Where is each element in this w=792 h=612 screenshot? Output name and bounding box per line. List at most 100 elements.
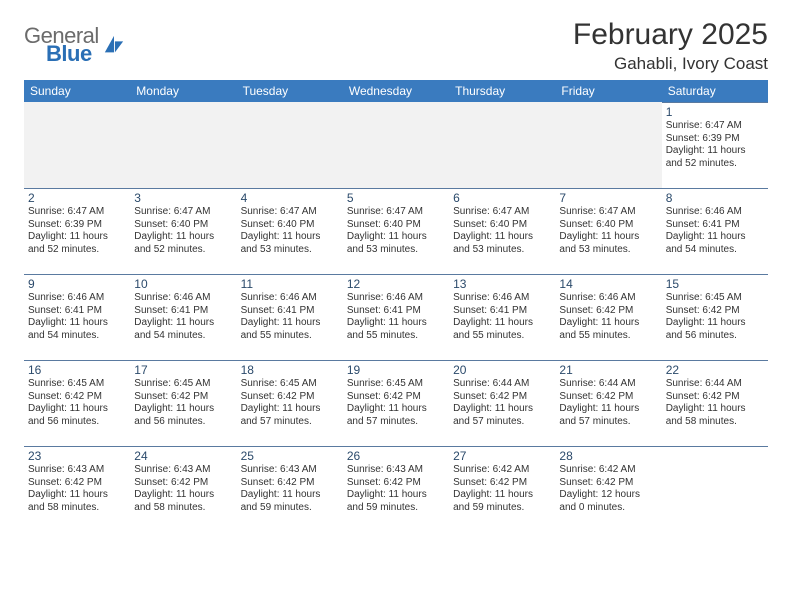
day-number: 15 [666, 277, 764, 291]
day-header-sunday: Sunday [24, 80, 130, 103]
day-cell [130, 103, 236, 189]
day-number: 25 [241, 449, 339, 463]
day-cell: 8Sunrise: 6:46 AMSunset: 6:41 PMDaylight… [662, 189, 768, 275]
day-number: 20 [453, 363, 551, 377]
day-cell: 7Sunrise: 6:47 AMSunset: 6:40 PMDaylight… [555, 189, 661, 275]
day-number: 22 [666, 363, 764, 377]
day-info: Sunrise: 6:47 AMSunset: 6:40 PMDaylight:… [241, 206, 339, 256]
day-info: Sunrise: 6:46 AMSunset: 6:41 PMDaylight:… [347, 292, 445, 342]
day-info: Sunrise: 6:47 AMSunset: 6:40 PMDaylight:… [559, 206, 657, 256]
day-number: 26 [347, 449, 445, 463]
day-header-wednesday: Wednesday [343, 80, 449, 103]
day-info: Sunrise: 6:45 AMSunset: 6:42 PMDaylight:… [134, 378, 232, 428]
day-header-thursday: Thursday [449, 80, 555, 103]
day-number: 1 [666, 105, 764, 119]
day-cell: 13Sunrise: 6:46 AMSunset: 6:41 PMDayligh… [449, 275, 555, 361]
day-cell [449, 103, 555, 189]
day-number: 24 [134, 449, 232, 463]
day-number: 28 [559, 449, 657, 463]
day-cell: 24Sunrise: 6:43 AMSunset: 6:42 PMDayligh… [130, 447, 236, 527]
day-number: 18 [241, 363, 339, 377]
day-number: 13 [453, 277, 551, 291]
day-info: Sunrise: 6:43 AMSunset: 6:42 PMDaylight:… [134, 464, 232, 514]
day-cell: 17Sunrise: 6:45 AMSunset: 6:42 PMDayligh… [130, 361, 236, 447]
day-header-saturday: Saturday [662, 80, 768, 103]
day-cell: 27Sunrise: 6:42 AMSunset: 6:42 PMDayligh… [449, 447, 555, 527]
day-number: 8 [666, 191, 764, 205]
day-info: Sunrise: 6:47 AMSunset: 6:40 PMDaylight:… [134, 206, 232, 256]
day-cell: 10Sunrise: 6:46 AMSunset: 6:41 PMDayligh… [130, 275, 236, 361]
day-info: Sunrise: 6:45 AMSunset: 6:42 PMDaylight:… [241, 378, 339, 428]
day-info: Sunrise: 6:45 AMSunset: 6:42 PMDaylight:… [28, 378, 126, 428]
day-header-tuesday: Tuesday [237, 80, 343, 103]
month-title: February 2025 [573, 18, 768, 52]
day-cell: 2Sunrise: 6:47 AMSunset: 6:39 PMDaylight… [24, 189, 130, 275]
day-cell [24, 103, 130, 189]
day-number: 7 [559, 191, 657, 205]
logo-line2: Blue [46, 44, 99, 64]
day-cell: 3Sunrise: 6:47 AMSunset: 6:40 PMDaylight… [130, 189, 236, 275]
day-cell [237, 103, 343, 189]
day-info: Sunrise: 6:46 AMSunset: 6:41 PMDaylight:… [453, 292, 551, 342]
week-row: 1Sunrise: 6:47 AMSunset: 6:39 PMDaylight… [24, 103, 768, 189]
day-cell: 28Sunrise: 6:42 AMSunset: 6:42 PMDayligh… [555, 447, 661, 527]
day-number: 6 [453, 191, 551, 205]
day-info: Sunrise: 6:43 AMSunset: 6:42 PMDaylight:… [241, 464, 339, 514]
day-info: Sunrise: 6:44 AMSunset: 6:42 PMDaylight:… [666, 378, 764, 428]
day-cell: 18Sunrise: 6:45 AMSunset: 6:42 PMDayligh… [237, 361, 343, 447]
title-block: February 2025 Gahabli, Ivory Coast [573, 18, 768, 74]
day-info: Sunrise: 6:46 AMSunset: 6:42 PMDaylight:… [559, 292, 657, 342]
day-number: 17 [134, 363, 232, 377]
day-info: Sunrise: 6:46 AMSunset: 6:41 PMDaylight:… [666, 206, 764, 256]
day-info: Sunrise: 6:45 AMSunset: 6:42 PMDaylight:… [347, 378, 445, 428]
day-number: 21 [559, 363, 657, 377]
day-cell [343, 103, 449, 189]
day-number: 4 [241, 191, 339, 205]
day-info: Sunrise: 6:47 AMSunset: 6:40 PMDaylight:… [453, 206, 551, 256]
logo: General Blue [24, 26, 125, 64]
day-info: Sunrise: 6:42 AMSunset: 6:42 PMDaylight:… [559, 464, 657, 514]
day-info: Sunrise: 6:44 AMSunset: 6:42 PMDaylight:… [559, 378, 657, 428]
day-header-row: SundayMondayTuesdayWednesdayThursdayFrid… [24, 80, 768, 103]
day-cell: 12Sunrise: 6:46 AMSunset: 6:41 PMDayligh… [343, 275, 449, 361]
week-row: 23Sunrise: 6:43 AMSunset: 6:42 PMDayligh… [24, 447, 768, 527]
day-cell: 9Sunrise: 6:46 AMSunset: 6:41 PMDaylight… [24, 275, 130, 361]
day-cell: 14Sunrise: 6:46 AMSunset: 6:42 PMDayligh… [555, 275, 661, 361]
day-cell: 1Sunrise: 6:47 AMSunset: 6:39 PMDaylight… [662, 103, 768, 189]
sail-icon [103, 34, 125, 56]
day-info: Sunrise: 6:43 AMSunset: 6:42 PMDaylight:… [347, 464, 445, 514]
day-header-friday: Friday [555, 80, 661, 103]
day-info: Sunrise: 6:44 AMSunset: 6:42 PMDaylight:… [453, 378, 551, 428]
day-cell [555, 103, 661, 189]
calendar-body: 1Sunrise: 6:47 AMSunset: 6:39 PMDaylight… [24, 103, 768, 527]
day-cell: 6Sunrise: 6:47 AMSunset: 6:40 PMDaylight… [449, 189, 555, 275]
day-info: Sunrise: 6:42 AMSunset: 6:42 PMDaylight:… [453, 464, 551, 514]
day-number: 2 [28, 191, 126, 205]
day-number: 23 [28, 449, 126, 463]
week-row: 2Sunrise: 6:47 AMSunset: 6:39 PMDaylight… [24, 189, 768, 275]
header-row: General Blue February 2025 Gahabli, Ivor… [24, 18, 768, 74]
day-info: Sunrise: 6:46 AMSunset: 6:41 PMDaylight:… [28, 292, 126, 342]
week-row: 9Sunrise: 6:46 AMSunset: 6:41 PMDaylight… [24, 275, 768, 361]
location: Gahabli, Ivory Coast [573, 54, 768, 74]
day-cell: 19Sunrise: 6:45 AMSunset: 6:42 PMDayligh… [343, 361, 449, 447]
day-cell: 21Sunrise: 6:44 AMSunset: 6:42 PMDayligh… [555, 361, 661, 447]
day-info: Sunrise: 6:46 AMSunset: 6:41 PMDaylight:… [134, 292, 232, 342]
day-number: 9 [28, 277, 126, 291]
calendar-table: SundayMondayTuesdayWednesdayThursdayFrid… [24, 80, 768, 527]
day-header-monday: Monday [130, 80, 236, 103]
day-info: Sunrise: 6:43 AMSunset: 6:42 PMDaylight:… [28, 464, 126, 514]
week-row: 16Sunrise: 6:45 AMSunset: 6:42 PMDayligh… [24, 361, 768, 447]
day-number: 16 [28, 363, 126, 377]
day-info: Sunrise: 6:46 AMSunset: 6:41 PMDaylight:… [241, 292, 339, 342]
day-cell: 4Sunrise: 6:47 AMSunset: 6:40 PMDaylight… [237, 189, 343, 275]
logo-line2-text: Blue [46, 41, 92, 66]
day-cell: 26Sunrise: 6:43 AMSunset: 6:42 PMDayligh… [343, 447, 449, 527]
day-info: Sunrise: 6:47 AMSunset: 6:39 PMDaylight:… [666, 120, 764, 170]
day-number: 10 [134, 277, 232, 291]
day-cell: 11Sunrise: 6:46 AMSunset: 6:41 PMDayligh… [237, 275, 343, 361]
day-cell: 15Sunrise: 6:45 AMSunset: 6:42 PMDayligh… [662, 275, 768, 361]
day-cell: 5Sunrise: 6:47 AMSunset: 6:40 PMDaylight… [343, 189, 449, 275]
day-cell [662, 447, 768, 527]
day-number: 14 [559, 277, 657, 291]
